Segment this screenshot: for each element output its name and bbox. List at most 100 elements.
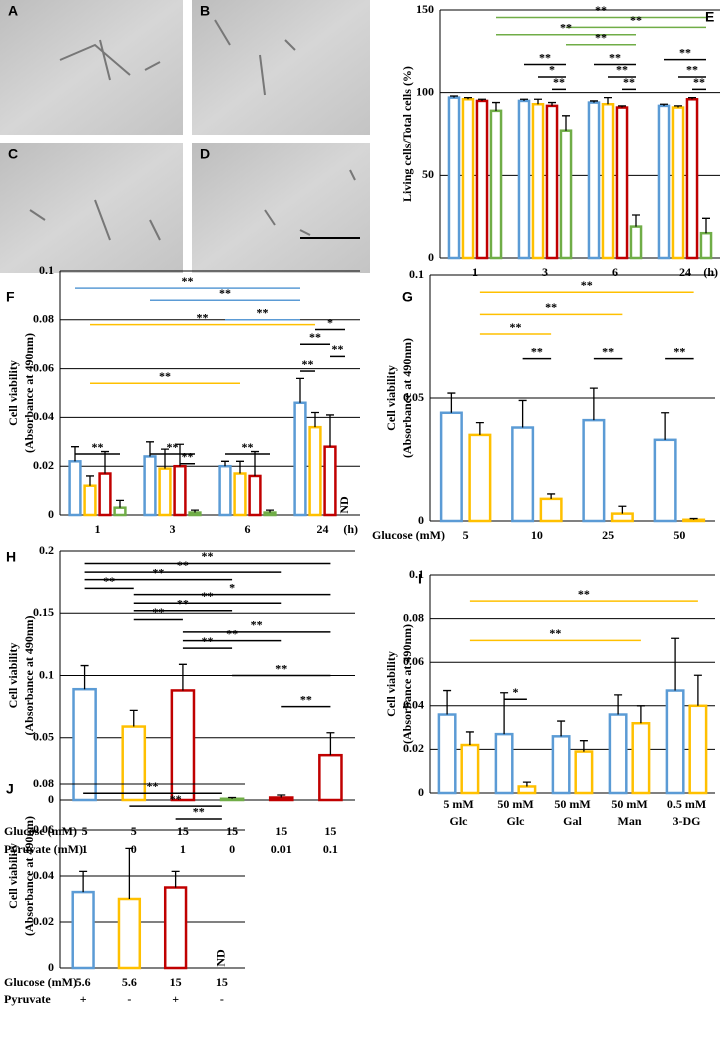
error-bar: [562, 115, 570, 131]
x-tick-label: 0: [131, 842, 137, 856]
y-tick-label: 0: [418, 513, 424, 527]
significance-label: **: [549, 626, 561, 640]
significance-label: **: [595, 30, 607, 44]
error-bar: [129, 709, 138, 727]
y-tick-label: 0.08: [403, 610, 424, 624]
significance-label: **: [177, 597, 189, 611]
x-tick-label: 15: [216, 975, 228, 989]
significance-label: **: [300, 692, 312, 706]
micrograph: [192, 143, 370, 273]
bar: [218, 464, 232, 517]
x-tick-label: 15: [177, 824, 189, 838]
y-tick-label: 0: [48, 960, 54, 974]
x-tick-label: Glc: [450, 814, 469, 828]
error-bar: [520, 98, 528, 101]
y-tick-label: 0: [418, 785, 424, 799]
significance-label: **: [539, 50, 551, 64]
error-bar: [689, 517, 698, 520]
significance-label: **: [616, 63, 628, 77]
bar: [608, 713, 628, 795]
panel-letter: G: [402, 289, 413, 305]
x-tick-label: 5.6: [76, 975, 91, 989]
significance-label: *: [327, 315, 333, 329]
error-bar: [447, 392, 456, 413]
x-tick-label: +: [80, 992, 87, 1006]
panel-letter: I: [418, 571, 422, 587]
x-tick-label: 24: [317, 522, 329, 536]
y-axis-label: Cell viability: [6, 360, 20, 426]
error-bar: [661, 412, 670, 440]
bar: [559, 129, 573, 260]
bar: [615, 106, 629, 260]
x-tick-label: -: [127, 992, 131, 1006]
error-bar: [590, 100, 598, 103]
y-tick-label: 50: [422, 167, 434, 181]
y-tick-label: 0.15: [33, 605, 54, 619]
bar: [610, 512, 634, 523]
significance-label: **: [309, 330, 321, 344]
bar: [293, 401, 307, 517]
error-bar: [548, 101, 556, 106]
error-bar: [660, 103, 668, 106]
y-tick-label: 0.06: [33, 822, 54, 836]
significance-label: **: [602, 344, 614, 358]
significance-label: **: [545, 300, 557, 314]
bar: [601, 102, 615, 260]
error-bar: [671, 637, 680, 691]
bar: [517, 99, 531, 260]
y-axis-label: (Absorbance at 490nm): [22, 333, 36, 453]
bar: [531, 102, 545, 260]
error-bar: [236, 460, 244, 474]
significance-label: **: [302, 357, 314, 371]
significance-label: **: [510, 320, 522, 334]
panel-letter: H: [6, 549, 16, 565]
micrograph: [192, 0, 370, 135]
significance-label: **: [193, 805, 205, 819]
significance-label: **: [152, 565, 164, 579]
significance-label: **: [219, 286, 231, 300]
x-tick-label: 50 mM: [554, 797, 590, 811]
bar: [248, 474, 262, 517]
error-bar: [191, 509, 199, 513]
significance-label: **: [251, 618, 263, 632]
x-tick-label: 3-DG: [673, 814, 701, 828]
y-tick-label: 0.06: [33, 360, 54, 374]
bar: [489, 109, 503, 260]
bar: [219, 797, 245, 802]
error-bar: [632, 214, 640, 227]
error-bar: [475, 421, 484, 435]
significance-label: **: [182, 450, 194, 464]
y-tick-label: 0: [48, 792, 54, 806]
bar: [163, 886, 188, 970]
significance-label: **: [553, 75, 565, 89]
significance-label: **: [197, 310, 209, 324]
bar: [437, 713, 457, 795]
error-bar: [311, 411, 319, 428]
error-bar: [636, 705, 645, 724]
panel-letter: A: [8, 3, 18, 19]
y-tick-label: 0: [428, 250, 434, 264]
panel-letter: J: [6, 781, 14, 797]
y-tick-label: 0.02: [403, 741, 424, 755]
error-bar: [589, 387, 598, 421]
panel-letter: E: [705, 9, 714, 25]
significance-label: **: [202, 634, 214, 648]
error-bar: [604, 96, 612, 105]
significance-label: **: [560, 21, 572, 35]
y-tick-label: 0.04: [33, 868, 54, 882]
micrograph: [0, 143, 183, 273]
significance-label: **: [581, 278, 593, 292]
error-bar: [221, 460, 229, 467]
x-tick-label: 6: [245, 522, 251, 536]
bar: [143, 455, 157, 517]
x-tick-label: 24: [679, 265, 691, 279]
bar: [631, 721, 651, 795]
bar: [113, 506, 127, 517]
x-tick-label: 50: [673, 528, 685, 542]
bar: [121, 725, 147, 802]
error-bar: [79, 870, 88, 893]
error-bar: [492, 101, 500, 111]
significance-label: **: [578, 587, 590, 601]
bar: [539, 497, 563, 523]
error-bar: [618, 105, 626, 108]
